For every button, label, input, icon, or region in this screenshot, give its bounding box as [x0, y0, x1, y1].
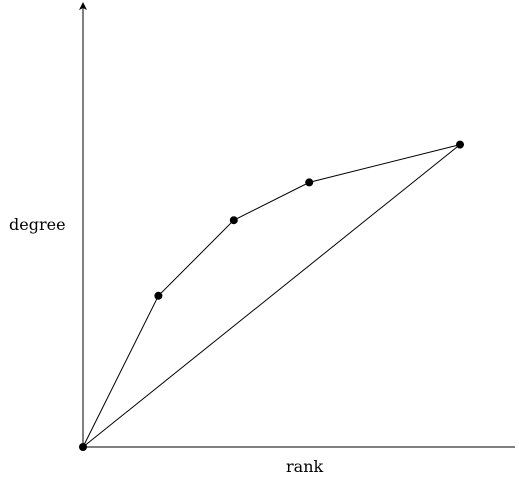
curve-point-0	[79, 443, 87, 451]
curve-points	[79, 140, 464, 451]
curve-point-4	[456, 140, 464, 149]
y-axis-label: degree	[9, 215, 66, 234]
curve-point-1	[154, 291, 163, 300]
curve-point-3	[305, 178, 314, 187]
x-axis-label: rank	[286, 457, 323, 476]
chord-line	[82, 144, 461, 448]
curve-point-2	[229, 216, 238, 225]
